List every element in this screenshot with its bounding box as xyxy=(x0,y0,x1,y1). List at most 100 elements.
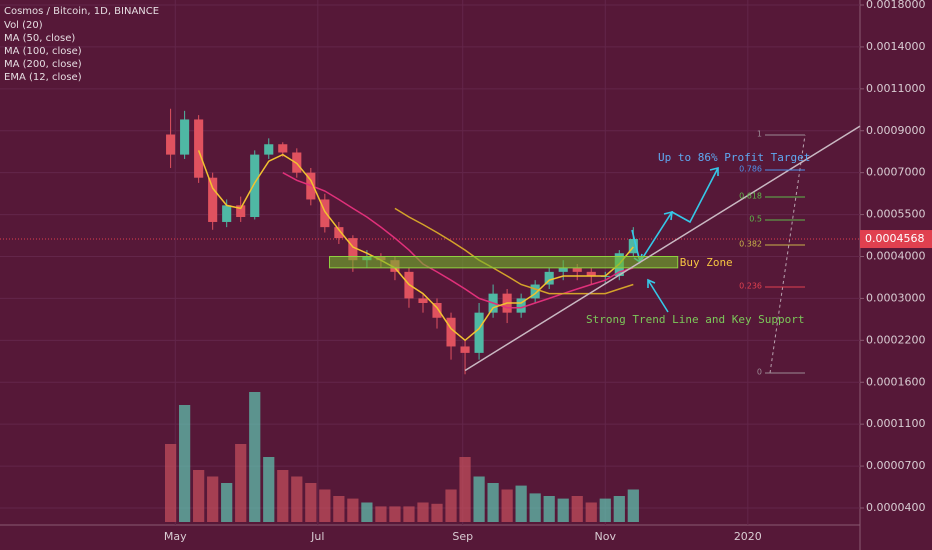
arrow-head xyxy=(663,210,673,221)
volume-bar xyxy=(277,470,289,522)
y-tick-label: 0.0000400 xyxy=(866,501,926,514)
volume-bar xyxy=(193,470,205,522)
fib-label: 0.236 xyxy=(739,282,762,291)
candle-body xyxy=(530,284,540,299)
volume-bar xyxy=(179,405,191,522)
volume-bar xyxy=(375,506,387,522)
y-tick-label: 0.0005500 xyxy=(866,208,926,221)
candle-body xyxy=(446,317,456,347)
volume-bar xyxy=(543,496,555,522)
candle-body xyxy=(586,271,596,276)
volume-bar xyxy=(571,496,583,522)
volume-bar xyxy=(249,392,261,522)
fib-label: 0.5 xyxy=(749,215,762,224)
volume-bar xyxy=(501,489,513,522)
volume-bar xyxy=(263,457,275,522)
y-tick-label: 0.0018000 xyxy=(866,0,926,11)
fib-diagonal xyxy=(769,134,806,374)
y-tick-label: 0.0011000 xyxy=(866,82,926,95)
buy-zone-label: Buy Zone xyxy=(680,256,733,269)
indicator-line xyxy=(282,172,634,309)
candle-body xyxy=(180,119,190,155)
volume-bar xyxy=(473,476,485,522)
buy-zone xyxy=(329,256,679,269)
fib-label: 0.618 xyxy=(739,192,762,201)
volume-bar xyxy=(305,483,317,522)
volume-bar xyxy=(389,506,401,522)
volume-bar xyxy=(333,496,345,522)
volume-bar xyxy=(291,476,303,522)
indicator-line xyxy=(197,150,634,342)
volume-bar xyxy=(319,489,331,522)
candle-body xyxy=(264,144,274,155)
x-tick-label: 2020 xyxy=(734,530,762,543)
volume-bar xyxy=(599,498,611,522)
y-tick-label: 0.0014000 xyxy=(866,40,926,53)
volume-bar xyxy=(613,496,625,522)
last-price-box xyxy=(860,230,932,249)
y-tick-label: 0.0001600 xyxy=(866,375,926,388)
volume-bar xyxy=(235,444,247,522)
volume-pane xyxy=(164,392,639,522)
support-arrow xyxy=(647,279,669,313)
volume-bar xyxy=(403,506,415,522)
candle-body xyxy=(208,177,218,222)
candle-body xyxy=(236,205,246,217)
volume-bar xyxy=(431,503,443,522)
candle-body xyxy=(222,205,232,222)
y-tick-label: 0.0009000 xyxy=(866,124,926,137)
volume-bar xyxy=(627,489,639,522)
arrows xyxy=(631,166,719,313)
candle-body xyxy=(166,134,176,155)
y-tick-label: 0.0001100 xyxy=(866,417,926,430)
volume-bar xyxy=(487,483,499,522)
chart-title: Cosmos / Bitcoin, 1D, BINANCE xyxy=(4,6,159,17)
candle-body xyxy=(278,144,288,153)
volume-bar xyxy=(557,498,569,522)
volume-bar xyxy=(361,502,373,522)
trend-line-label: Strong Trend Line and Key Support xyxy=(586,313,805,326)
y-tick-label: 0.0004000 xyxy=(866,250,926,263)
annotations: Buy Zone Strong Trend Line and Key Suppor… xyxy=(329,125,861,377)
arrow-head xyxy=(709,166,719,176)
candle-body xyxy=(250,154,260,217)
volume-bar xyxy=(417,502,429,522)
trend-line xyxy=(464,125,861,372)
x-tick-label: Sep xyxy=(452,530,473,543)
candle-body xyxy=(572,267,582,272)
y-tick-label: 0.0003000 xyxy=(866,291,926,304)
candle-body xyxy=(418,298,428,303)
candle-body xyxy=(474,312,484,353)
volume-bar xyxy=(445,489,457,522)
volume-bar xyxy=(515,485,527,522)
y-tick-label: 0.0002200 xyxy=(866,333,926,346)
volume-bar xyxy=(347,498,359,522)
candle-body xyxy=(558,267,568,272)
legend-entry: EMA (12, close) xyxy=(4,72,82,83)
candle-body xyxy=(432,302,442,318)
fib-label: 0.382 xyxy=(739,240,762,249)
volume-bar xyxy=(221,483,233,522)
candle-body xyxy=(348,238,358,261)
fib-label: 1 xyxy=(757,130,762,139)
legend-entry: MA (100, close) xyxy=(4,46,82,57)
last-price-label: 0.0004568 xyxy=(865,232,925,245)
candle-body xyxy=(320,199,330,228)
volume-bar xyxy=(459,457,471,522)
profit-target-label: Up to 86% Profit Target xyxy=(658,151,810,164)
volume-bar xyxy=(585,502,597,522)
y-tick-label: 0.0007000 xyxy=(866,166,926,179)
legend-entry: MA (50, close) xyxy=(4,33,75,44)
candle-body xyxy=(194,119,204,178)
fib-label: 0 xyxy=(757,368,762,377)
arrow-head xyxy=(647,278,656,288)
volume-bar xyxy=(207,476,219,522)
indicator-line xyxy=(394,207,634,295)
candle-body xyxy=(334,227,344,239)
volume-bar xyxy=(529,493,541,522)
candle-body xyxy=(516,298,526,313)
legend-entry: MA (200, close) xyxy=(4,59,82,70)
candle-body xyxy=(460,346,470,353)
legend: Cosmos / Bitcoin, 1D, BINANCE Vol (20) MA… xyxy=(4,6,159,83)
